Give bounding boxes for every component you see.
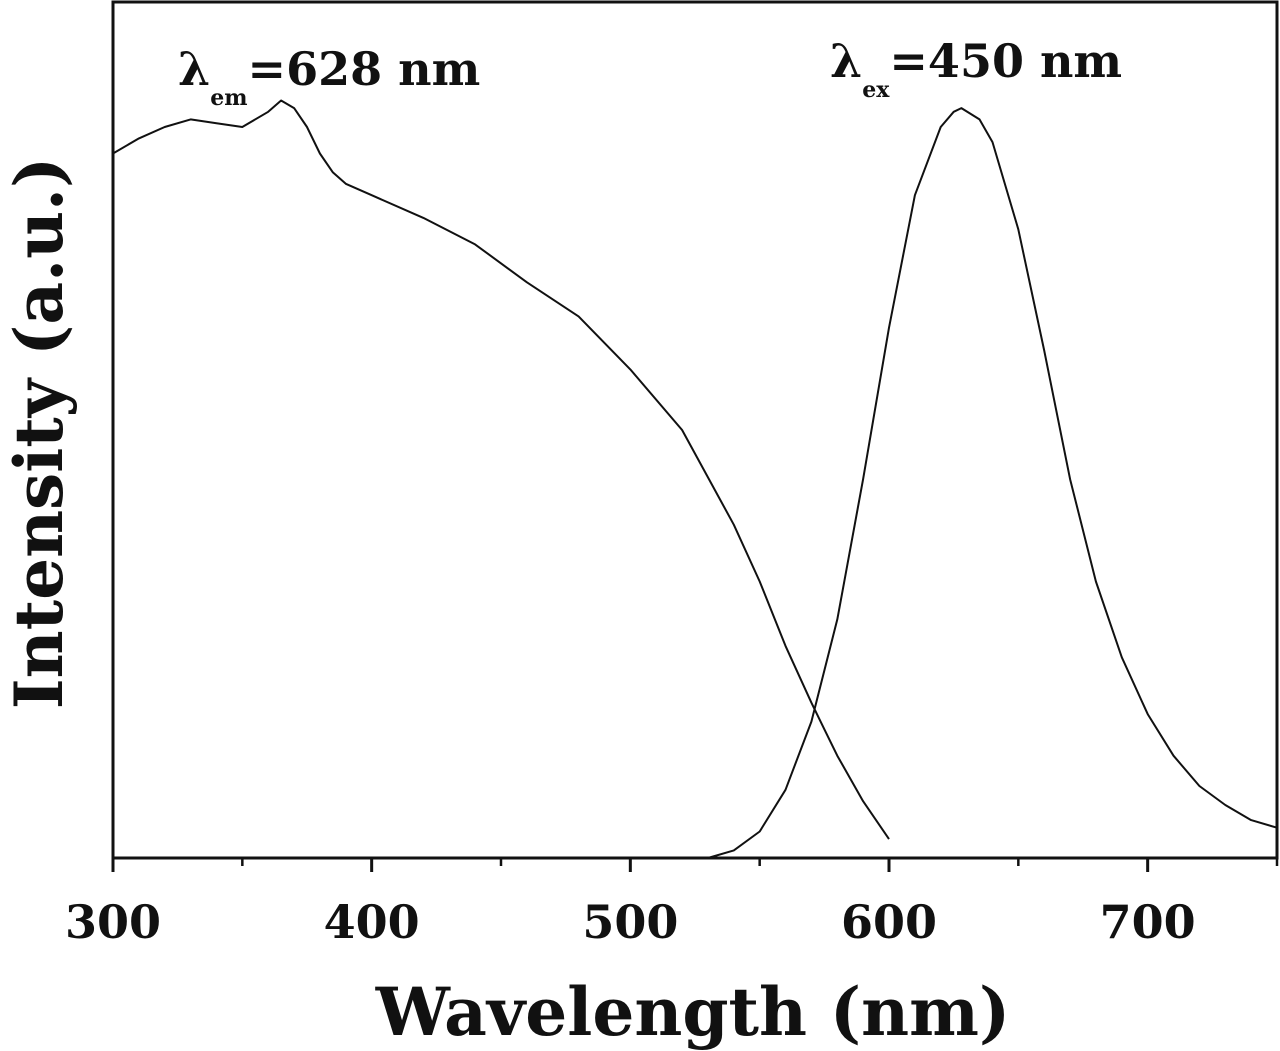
- x-tick-label: 400: [324, 895, 420, 949]
- series-line-emission: [707, 107, 1278, 859]
- x-tick-label: 600: [841, 895, 937, 949]
- series-layer: [112, 99, 1278, 859]
- annotation-emission-wavelength: λem=628 nm: [178, 42, 480, 111]
- series-line-excitation: [112, 99, 890, 840]
- plot-border: [111, 0, 1279, 860]
- x-tick-label: 700: [1100, 895, 1196, 949]
- y-axis-label: Intensity (a.u.): [0, 157, 78, 710]
- x-tick-label: 500: [582, 895, 678, 949]
- plot-frame: [111, 0, 1279, 860]
- annotation-excitation-wavelength: λex=450 nm: [830, 34, 1122, 103]
- x-axis-label: Wavelength (nm): [375, 973, 1010, 1051]
- x-axis: 300 400 500 600 700: [65, 858, 1279, 949]
- x-tick-label: 300: [65, 895, 161, 949]
